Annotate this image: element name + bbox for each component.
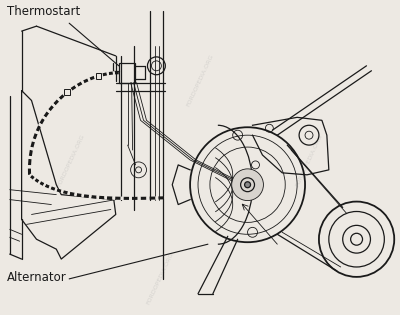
Bar (96, 73, 102, 79)
Text: Alternator: Alternator (7, 271, 66, 284)
Bar (64, 89, 70, 95)
Text: FORDOPEDIA.ORG: FORDOPEDIA.ORG (146, 252, 175, 306)
Circle shape (232, 169, 264, 201)
Text: Thermostart: Thermostart (7, 5, 80, 18)
Text: FORDOPEDIA.ORG: FORDOPEDIA.ORG (57, 133, 86, 187)
Text: FORDOPEDIA.ORG: FORDOPEDIA.ORG (186, 54, 214, 108)
Text: FORDOPEDIA.ORG: FORDOPEDIA.ORG (295, 133, 323, 187)
Circle shape (244, 182, 250, 188)
Bar (119, 63, 134, 83)
